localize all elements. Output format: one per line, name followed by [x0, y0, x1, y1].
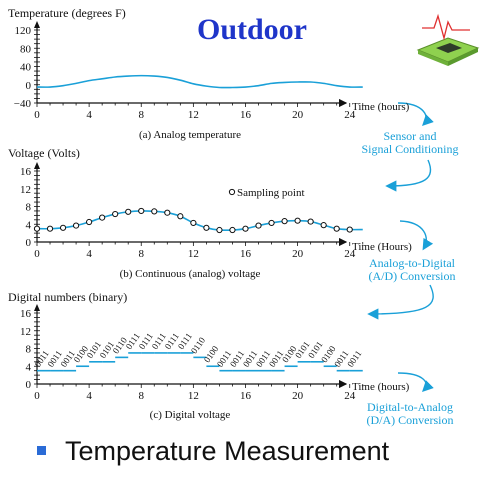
panel-c-y-axis-arrow	[34, 304, 40, 311]
panel-a-y-tick-label: 0	[26, 80, 32, 92]
stage-sensor-line1: Sensor and	[384, 129, 437, 143]
bullet-marker	[37, 446, 46, 455]
stage-dac-line2: (D/A) Conversion	[367, 413, 454, 427]
bullet-text: Temperature Measurement	[65, 436, 390, 466]
panel-a-caption: (a) Analog temperature	[139, 129, 241, 141]
panel-a-y-tick-label: −40	[14, 98, 32, 110]
legend-sampling-point-marker	[228, 188, 236, 196]
panel-c-y-tick-label: 16	[20, 308, 32, 320]
panel-b-y-tick-label: 4	[26, 219, 32, 231]
sensor-chip-icon	[416, 13, 480, 66]
panel-c-binary-code-label: 0011	[345, 349, 363, 369]
panel-b-x-tick-label: 12	[188, 248, 199, 260]
panel-c-y-tick-label: 12	[20, 326, 31, 338]
panel-b-sampling-point	[164, 209, 171, 216]
panel-b-x-tick-label: 8	[138, 248, 144, 260]
panel-c-x-tick-label: 4	[86, 390, 92, 402]
panel-a-xlabel: Time (hours)	[352, 101, 410, 113]
panel-b-y-tick-label: 12	[20, 184, 31, 196]
panel-c-x-tick-label: 24	[344, 390, 356, 402]
panel-a-y-axis-arrow	[34, 21, 40, 28]
panel-b-sampling-point	[59, 224, 67, 231]
panel-b-sampling-point	[177, 213, 184, 220]
panel-b-x-tick-label: 4	[86, 248, 92, 260]
panel-b-sampling-point	[346, 226, 353, 233]
panel-b-sampling-point	[320, 222, 327, 229]
panel-a-x-tick-label: 24	[344, 109, 356, 121]
panel-c-xlabel: Time (hours)	[352, 381, 410, 393]
digital-voltage-chart: Digital numbers (binary) Time (hours) (c…	[8, 290, 410, 421]
flow-arrow-5	[397, 372, 434, 392]
panel-b-y-tick-label: 0	[26, 237, 32, 249]
panel-a-temperature-line	[36, 74, 363, 89]
panel-b-caption: (b) Continuous (analog) voltage	[120, 268, 261, 280]
panel-b-sampling-point	[268, 219, 275, 227]
panel-c-y-tick-label: 4	[26, 361, 32, 373]
panel-c-y-tick-label: 8	[26, 344, 32, 356]
panel-a-x-tick-label: 12	[188, 109, 199, 121]
panel-c-caption: (c) Digital voltage	[150, 409, 231, 421]
panel-b-sampling-point	[86, 218, 93, 226]
flow-arrow-4	[367, 284, 434, 320]
flow-arrow-2	[385, 159, 432, 192]
panel-b-x-tick-label: 16	[240, 248, 252, 260]
stage-adc-line1: Analog-to-Digital	[369, 256, 456, 270]
panel-a-x-tick-label: 16	[240, 109, 252, 121]
panel-b-sampling-point	[99, 214, 106, 221]
flow-arrow-3	[399, 220, 434, 251]
panel-b-sampling-point	[33, 225, 41, 232]
panel-b-y-tick-label: 16	[20, 166, 32, 178]
panel-a-y-tick-label: 40	[20, 62, 32, 74]
flow-arrow-1	[397, 102, 434, 126]
panel-b-voltage-line	[36, 210, 363, 232]
panel-b-sampling-point	[151, 208, 158, 215]
analog-temperature-chart: Temperature (degrees F) Time (hours) (a)…	[8, 6, 410, 141]
panel-a-ylabel: Temperature (degrees F)	[8, 6, 126, 20]
panel-b-sampling-point	[138, 207, 145, 215]
panel-a-x-tick-label: 20	[292, 109, 304, 121]
panel-b-sampling-point	[294, 217, 301, 224]
stage-dac-line1: Digital-to-Analog	[367, 400, 453, 414]
panel-c-x-tick-label: 0	[34, 390, 40, 402]
panel-b-sampling-point	[125, 208, 132, 215]
panel-b-x-tick-label: 0	[34, 248, 40, 260]
panel-a-x-tick-label: 8	[138, 109, 144, 121]
panel-b-sampling-point	[203, 224, 210, 231]
stage-adc-line2: (A/D) Conversion	[369, 269, 456, 283]
panel-c-x-tick-label: 16	[240, 390, 252, 402]
panel-b-sampling-point	[229, 226, 236, 234]
panel-b-sampling-point	[242, 225, 249, 232]
panel-c-ylabel: Digital numbers (binary)	[8, 290, 127, 304]
panel-b-x-tick-label: 24	[344, 248, 356, 260]
panel-c-y-tick-label: 0	[26, 379, 32, 391]
panel-b-sampling-point	[255, 222, 262, 229]
panel-b-sampling-point	[216, 226, 223, 234]
panel-b-sampling-point	[281, 218, 288, 225]
panel-b-y-axis-arrow	[34, 162, 40, 169]
panel-b-sampling-point	[72, 222, 80, 229]
panel-a-y-tick-label: 120	[15, 25, 32, 37]
panel-a-x-tick-label: 4	[86, 109, 92, 121]
panel-b-xlabel: Time (Hours)	[352, 241, 412, 253]
panel-b-sampling-point	[333, 225, 340, 232]
panel-a-y-tick-label: 80	[20, 43, 32, 55]
legend-sampling-point: Sampling point	[237, 187, 305, 199]
analog-voltage-chart: Voltage (Volts) Time (Hours) (b) Continu…	[8, 146, 412, 280]
panel-c-x-tick-label: 8	[138, 390, 144, 402]
slide-title: Outdoor	[197, 13, 307, 46]
panel-b-sampling-point	[190, 219, 197, 227]
stage-sensor-line2: Signal Conditioning	[361, 142, 458, 156]
panel-b-ylabel: Voltage (Volts)	[8, 146, 80, 160]
panel-a-x-tick-label: 0	[34, 109, 40, 121]
panel-c-x-tick-label: 12	[188, 390, 199, 402]
panel-b-x-tick-label: 20	[292, 248, 304, 260]
panel-b-sampling-point	[46, 225, 54, 232]
panel-b-sampling-point	[307, 218, 314, 225]
panel-b-y-tick-label: 8	[26, 202, 32, 214]
panel-b-sampling-point	[112, 210, 119, 218]
panel-c-x-tick-label: 20	[292, 390, 304, 402]
